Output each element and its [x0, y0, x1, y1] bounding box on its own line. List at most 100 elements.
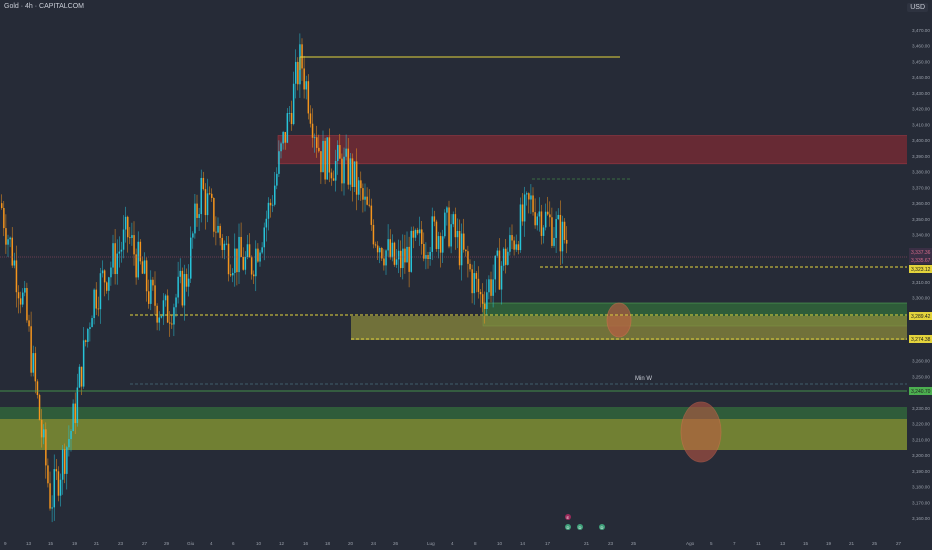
candle-body	[322, 140, 324, 173]
dividend-event-icon[interactable]	[577, 524, 583, 530]
candle-body	[204, 189, 207, 216]
time-axis[interactable]	[0, 536, 932, 550]
candle-body	[521, 204, 524, 222]
candle-body	[57, 471, 60, 496]
supply-zone[interactable]	[277, 135, 909, 165]
candle-body	[553, 237, 555, 246]
candle-body	[488, 279, 490, 293]
level-2-tag-bg	[909, 312, 932, 320]
candle-body	[181, 270, 184, 306]
y-tick-label: 3,220.00	[912, 422, 930, 427]
candle-body	[9, 237, 11, 240]
current-price-top: 3,337.36	[911, 250, 931, 256]
candle-body	[114, 243, 116, 275]
candle-body	[43, 429, 45, 438]
candle-body	[544, 211, 547, 228]
candle-body	[261, 247, 263, 253]
candle-body	[3, 207, 5, 229]
candle-body	[519, 204, 522, 251]
dividend-event-icon[interactable]	[599, 524, 605, 530]
candle-body	[190, 237, 192, 279]
candle-body	[563, 221, 566, 240]
candle-body	[387, 239, 389, 251]
candle-body	[284, 131, 286, 143]
candle-body	[162, 300, 165, 317]
x-tick-label: 21	[849, 541, 855, 546]
currency-label[interactable]: USD	[907, 3, 928, 12]
candle-body	[297, 61, 299, 85]
earnings-event-icon[interactable]	[565, 514, 571, 520]
y-tick-label: 3,360.00	[912, 201, 930, 206]
candle-body	[257, 248, 259, 262]
event-e-label: E	[567, 515, 570, 520]
event-d-label-2: D	[579, 525, 582, 530]
demand-zone-deep[interactable]	[0, 419, 908, 450]
candle-body	[551, 217, 553, 246]
candle-body	[45, 429, 47, 466]
dividend-event-icon[interactable]	[565, 524, 571, 530]
x-tick-label: 15	[48, 541, 54, 546]
candle-body	[64, 449, 66, 474]
candle-body	[169, 322, 171, 324]
candle-body	[72, 403, 74, 431]
candle-body	[55, 469, 58, 472]
candle-body	[469, 263, 471, 270]
candle-body	[364, 196, 366, 200]
candle-body	[425, 255, 427, 259]
candle-body	[549, 214, 551, 218]
target-circle-1[interactable]	[606, 302, 632, 338]
price-axis[interactable]	[907, 0, 932, 550]
candle-body	[559, 214, 562, 252]
target-circle-2[interactable]	[680, 401, 722, 463]
x-tick-label: 27	[896, 541, 902, 546]
candle-body	[110, 267, 112, 278]
x-tick-label: 13	[780, 541, 786, 546]
candle-body	[513, 240, 515, 250]
candle-body	[337, 145, 339, 161]
x-tick-label: 10	[256, 541, 262, 546]
y-tick-label: 3,440.00	[912, 75, 930, 80]
candle-body	[477, 278, 480, 292]
candle-body	[523, 194, 526, 222]
y-tick-label: 3,340.00	[912, 233, 930, 238]
candle-body	[416, 229, 419, 234]
candle-body	[565, 239, 568, 244]
candle-body	[431, 216, 433, 252]
candle-body	[412, 230, 415, 238]
candle-body	[454, 214, 457, 238]
demand-zone-deep-top[interactable]	[0, 407, 908, 419]
candle-body	[171, 323, 173, 325]
candle-body	[93, 289, 95, 319]
candle-body	[362, 188, 364, 200]
candle-body	[286, 113, 289, 143]
candle-body	[305, 81, 307, 90]
candle-body	[116, 253, 118, 275]
y-tick-label: 3,180.00	[912, 485, 930, 490]
candle-body	[154, 285, 156, 306]
candle-body	[194, 203, 196, 234]
price-tags: 3,337.36 3,335.67 3,323.12 3,289.42 3,27…	[909, 248, 932, 395]
candle-body	[74, 403, 76, 424]
y-tick-label: 3,230.00	[912, 406, 930, 411]
candle-body	[108, 277, 110, 291]
candle-body	[437, 236, 440, 249]
symbol-title[interactable]: Gold · 4h · CAPITALCOM	[4, 3, 85, 10]
x-tick-label: 17	[545, 541, 551, 546]
candle-body	[481, 294, 484, 304]
candle-body	[278, 151, 280, 174]
candle-body	[112, 243, 114, 268]
candle-body	[158, 317, 160, 323]
candle-body	[240, 236, 242, 257]
level-1-tag: 3,323.12	[911, 267, 931, 273]
candle-body	[187, 278, 190, 287]
candle-body	[198, 214, 200, 218]
level-3-tag: 3,274.38	[911, 337, 931, 343]
candle-body	[32, 353, 34, 373]
current-price-tag-bg-2	[909, 256, 932, 264]
x-tick-label: 25	[631, 541, 637, 546]
candle-body	[22, 292, 24, 305]
candle-body	[376, 245, 379, 253]
y-tick-label: 3,430.00	[912, 91, 930, 96]
